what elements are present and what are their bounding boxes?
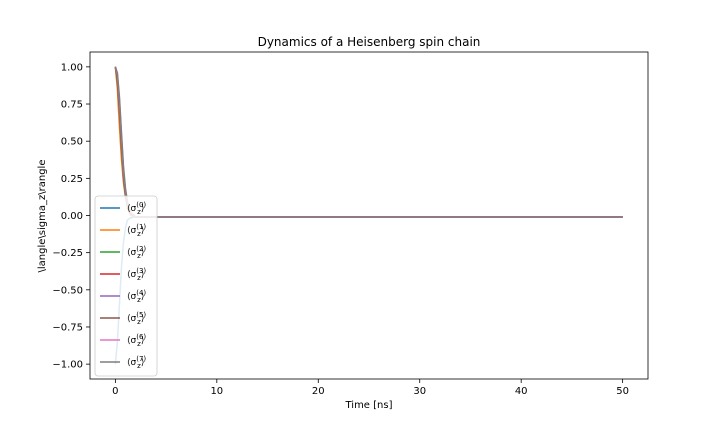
legend-label-0: ⟨σ(0) z⟩	[127, 201, 146, 216]
x-tick-label: 40	[515, 386, 528, 397]
legend-label-4: ⟨σ(4) z⟩	[127, 289, 146, 304]
y-tick-label: −1.00	[52, 360, 83, 371]
y-tick-label: 0.75	[61, 100, 83, 111]
legend-label-7: ⟨σ(7) z⟩	[127, 355, 146, 370]
x-tick-label: 0	[112, 386, 118, 397]
x-axis: 0 10 20 30 40 50	[112, 379, 629, 397]
x-tick-label: 10	[210, 386, 223, 397]
plot-area	[89, 51, 649, 380]
x-tick-label: 30	[413, 386, 426, 397]
y-tick-label: −0.75	[52, 322, 83, 333]
x-tick-label: 50	[616, 386, 629, 397]
legend-label-1: ⟨σ(1) z⟩	[127, 223, 146, 238]
chart-title: Dynamics of a Heisenberg spin chain	[258, 35, 481, 49]
x-tick-label: 20	[312, 386, 325, 397]
legend-label-2: ⟨σ(2) z⟩	[127, 245, 146, 260]
y-tick-label: 0.00	[61, 211, 83, 222]
legend-label-6: ⟨σ(6) z⟩	[127, 333, 146, 348]
legend: ⟨σ(0) z⟩ ⟨σ(1) z⟩ ⟨σ(2) z⟩ ⟨σ(3) z⟩ ⟨σ(4) z⟩ ⟨σ(5)…	[94, 195, 158, 377]
legend-box	[94, 195, 158, 377]
y-tick-label: 0.25	[61, 174, 83, 185]
y-tick-label: 1.00	[61, 62, 83, 73]
y-axis: −1.00 −0.75 −0.50 −0.25 0.00 0.25 0.50 0.75 1.00	[52, 62, 90, 371]
y-tick-label: −0.25	[52, 248, 83, 259]
x-axis-label: Time [ns]	[344, 400, 392, 411]
y-tick-label: −0.50	[52, 285, 83, 296]
legend-label-3: ⟨σ(3) z⟩	[127, 267, 146, 282]
legend-label-5: ⟨σ(5) z⟩	[127, 311, 146, 326]
y-tick-label: 0.50	[61, 137, 83, 148]
y-axis-label: \langle\sigma_z\rangle	[37, 160, 48, 273]
